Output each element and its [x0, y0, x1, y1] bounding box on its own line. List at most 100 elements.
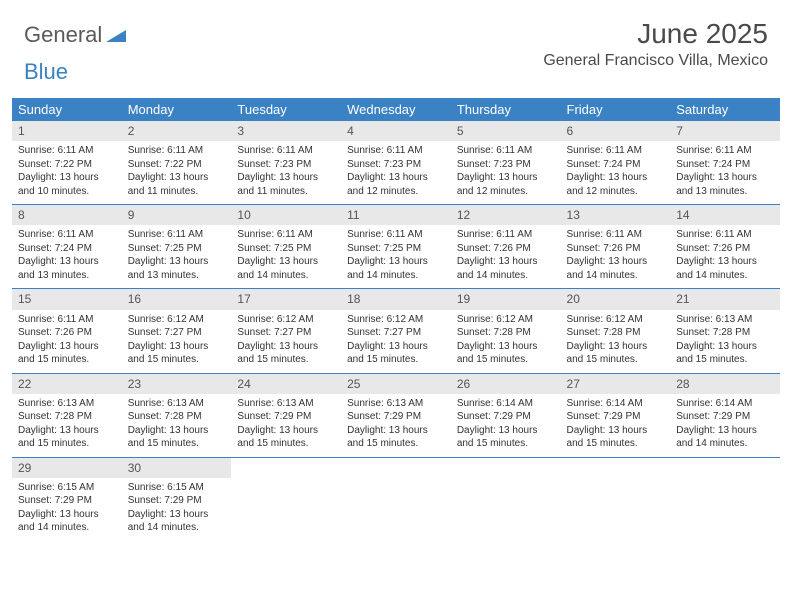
- sunset-text: Sunset: 7:29 PM: [676, 410, 774, 424]
- daylight-line2: and 15 minutes.: [128, 437, 226, 451]
- day-body: Sunrise: 6:14 AMSunset: 7:29 PMDaylight:…: [451, 394, 561, 457]
- sunset-text: Sunset: 7:22 PM: [128, 158, 226, 172]
- day-number: 4: [341, 121, 451, 141]
- sunset-text: Sunset: 7:27 PM: [128, 326, 226, 340]
- sunrise-text: Sunrise: 6:11 AM: [457, 144, 555, 158]
- daylight-line1: Daylight: 13 hours: [676, 424, 774, 438]
- logo-word2: Blue: [24, 59, 68, 84]
- day-header: Thursday: [451, 98, 561, 121]
- calendar-cell: 6Sunrise: 6:11 AMSunset: 7:24 PMDaylight…: [561, 121, 671, 205]
- sunrise-text: Sunrise: 6:11 AM: [128, 228, 226, 242]
- daylight-line2: and 14 minutes.: [347, 269, 445, 283]
- daylight-line2: and 15 minutes.: [676, 353, 774, 367]
- page-title: June 2025: [543, 18, 768, 50]
- daylight-line2: and 12 minutes.: [347, 185, 445, 199]
- sunrise-text: Sunrise: 6:14 AM: [676, 397, 774, 411]
- sunset-text: Sunset: 7:23 PM: [347, 158, 445, 172]
- day-body: Sunrise: 6:12 AMSunset: 7:27 PMDaylight:…: [341, 310, 451, 373]
- sunset-text: Sunset: 7:25 PM: [347, 242, 445, 256]
- day-header: Wednesday: [341, 98, 451, 121]
- calendar-week-row: 29Sunrise: 6:15 AMSunset: 7:29 PMDayligh…: [12, 457, 780, 541]
- header: General Blue June 2025 General Francisco…: [0, 0, 792, 92]
- day-body: Sunrise: 6:11 AMSunset: 7:26 PMDaylight:…: [451, 225, 561, 288]
- calendar-cell: 17Sunrise: 6:12 AMSunset: 7:27 PMDayligh…: [231, 289, 341, 373]
- day-body: Sunrise: 6:11 AMSunset: 7:23 PMDaylight:…: [231, 141, 341, 204]
- day-number: 29: [12, 458, 122, 478]
- daylight-line2: and 12 minutes.: [457, 185, 555, 199]
- day-number: 28: [670, 374, 780, 394]
- daylight-line1: Daylight: 13 hours: [567, 255, 665, 269]
- calendar-cell: 9Sunrise: 6:11 AMSunset: 7:25 PMDaylight…: [122, 205, 232, 289]
- day-body: Sunrise: 6:14 AMSunset: 7:29 PMDaylight:…: [670, 394, 780, 457]
- day-number: 14: [670, 205, 780, 225]
- daylight-line2: and 15 minutes.: [128, 353, 226, 367]
- sunrise-text: Sunrise: 6:11 AM: [567, 228, 665, 242]
- calendar-cell: 11Sunrise: 6:11 AMSunset: 7:25 PMDayligh…: [341, 205, 451, 289]
- sunrise-text: Sunrise: 6:11 AM: [18, 144, 116, 158]
- calendar-cell: 21Sunrise: 6:13 AMSunset: 7:28 PMDayligh…: [670, 289, 780, 373]
- daylight-line2: and 15 minutes.: [18, 353, 116, 367]
- daylight-line2: and 14 minutes.: [676, 437, 774, 451]
- day-body: Sunrise: 6:11 AMSunset: 7:23 PMDaylight:…: [341, 141, 451, 204]
- daylight-line1: Daylight: 13 hours: [237, 171, 335, 185]
- daylight-line1: Daylight: 13 hours: [347, 424, 445, 438]
- daylight-line2: and 15 minutes.: [237, 353, 335, 367]
- day-body: Sunrise: 6:11 AMSunset: 7:26 PMDaylight:…: [12, 310, 122, 373]
- day-body: Sunrise: 6:11 AMSunset: 7:24 PMDaylight:…: [670, 141, 780, 204]
- calendar-cell: 23Sunrise: 6:13 AMSunset: 7:28 PMDayligh…: [122, 373, 232, 457]
- day-body: Sunrise: 6:15 AMSunset: 7:29 PMDaylight:…: [12, 478, 122, 541]
- sunset-text: Sunset: 7:26 PM: [676, 242, 774, 256]
- daylight-line2: and 14 minutes.: [567, 269, 665, 283]
- calendar-cell: .: [451, 457, 561, 541]
- daylight-line2: and 13 minutes.: [676, 185, 774, 199]
- sunset-text: Sunset: 7:27 PM: [347, 326, 445, 340]
- day-number: 11: [341, 205, 451, 225]
- location-text: General Francisco Villa, Mexico: [543, 52, 768, 70]
- sunset-text: Sunset: 7:29 PM: [128, 494, 226, 508]
- sunrise-text: Sunrise: 6:13 AM: [237, 397, 335, 411]
- day-body: Sunrise: 6:13 AMSunset: 7:28 PMDaylight:…: [12, 394, 122, 457]
- day-body: Sunrise: 6:11 AMSunset: 7:24 PMDaylight:…: [561, 141, 671, 204]
- calendar-cell: 1Sunrise: 6:11 AMSunset: 7:22 PMDaylight…: [12, 121, 122, 205]
- calendar-table: Sunday Monday Tuesday Wednesday Thursday…: [12, 98, 780, 541]
- sunrise-text: Sunrise: 6:11 AM: [676, 144, 774, 158]
- day-body: Sunrise: 6:12 AMSunset: 7:28 PMDaylight:…: [561, 310, 671, 373]
- day-number: 24: [231, 374, 341, 394]
- calendar-cell: 14Sunrise: 6:11 AMSunset: 7:26 PMDayligh…: [670, 205, 780, 289]
- daylight-line1: Daylight: 13 hours: [128, 255, 226, 269]
- sunrise-text: Sunrise: 6:12 AM: [457, 313, 555, 327]
- title-block: June 2025 General Francisco Villa, Mexic…: [543, 18, 768, 70]
- day-number: 16: [122, 289, 232, 309]
- daylight-line1: Daylight: 13 hours: [128, 508, 226, 522]
- daylight-line2: and 14 minutes.: [676, 269, 774, 283]
- sunrise-text: Sunrise: 6:11 AM: [567, 144, 665, 158]
- calendar-week-row: 1Sunrise: 6:11 AMSunset: 7:22 PMDaylight…: [12, 121, 780, 205]
- calendar-cell: 24Sunrise: 6:13 AMSunset: 7:29 PMDayligh…: [231, 373, 341, 457]
- sunrise-text: Sunrise: 6:11 AM: [347, 228, 445, 242]
- sunrise-text: Sunrise: 6:13 AM: [676, 313, 774, 327]
- daylight-line1: Daylight: 13 hours: [676, 340, 774, 354]
- sunset-text: Sunset: 7:26 PM: [567, 242, 665, 256]
- sunrise-text: Sunrise: 6:13 AM: [128, 397, 226, 411]
- day-body: Sunrise: 6:11 AMSunset: 7:25 PMDaylight:…: [122, 225, 232, 288]
- sunrise-text: Sunrise: 6:11 AM: [347, 144, 445, 158]
- daylight-line2: and 15 minutes.: [567, 353, 665, 367]
- calendar-cell: 3Sunrise: 6:11 AMSunset: 7:23 PMDaylight…: [231, 121, 341, 205]
- daylight-line1: Daylight: 13 hours: [567, 171, 665, 185]
- sunset-text: Sunset: 7:23 PM: [457, 158, 555, 172]
- daylight-line2: and 15 minutes.: [237, 437, 335, 451]
- daylight-line2: and 15 minutes.: [347, 437, 445, 451]
- day-number: 10: [231, 205, 341, 225]
- sunset-text: Sunset: 7:29 PM: [567, 410, 665, 424]
- day-number: 21: [670, 289, 780, 309]
- daylight-line2: and 15 minutes.: [347, 353, 445, 367]
- day-body: Sunrise: 6:11 AMSunset: 7:26 PMDaylight:…: [561, 225, 671, 288]
- sunrise-text: Sunrise: 6:15 AM: [128, 481, 226, 495]
- sunset-text: Sunset: 7:29 PM: [237, 410, 335, 424]
- day-body: Sunrise: 6:13 AMSunset: 7:29 PMDaylight:…: [231, 394, 341, 457]
- day-number: 17: [231, 289, 341, 309]
- day-body: Sunrise: 6:14 AMSunset: 7:29 PMDaylight:…: [561, 394, 671, 457]
- calendar-cell: 19Sunrise: 6:12 AMSunset: 7:28 PMDayligh…: [451, 289, 561, 373]
- daylight-line1: Daylight: 13 hours: [457, 340, 555, 354]
- daylight-line2: and 15 minutes.: [457, 353, 555, 367]
